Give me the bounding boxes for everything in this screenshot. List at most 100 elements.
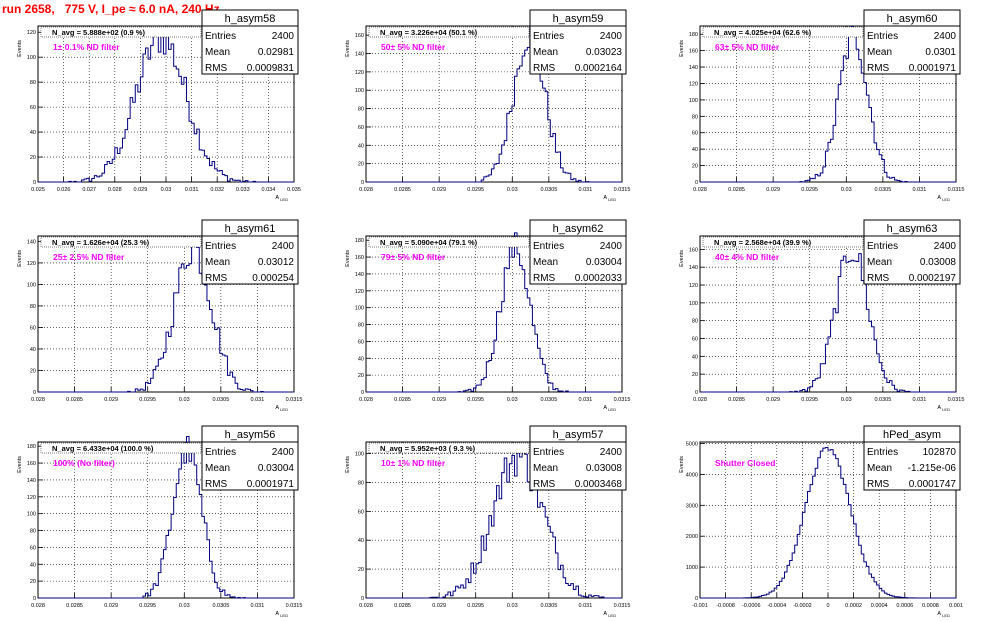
x-tick-label: 0.03 xyxy=(179,397,190,403)
navg-label: N_avg = 6.433e+04 (100.0 %) xyxy=(52,444,154,453)
y-tick-label: 100 xyxy=(355,306,364,312)
stat-value: 0.02981 xyxy=(258,47,295,58)
x-tick-label: 0.0285 xyxy=(394,603,411,609)
y-tick-label: 160 xyxy=(689,247,698,253)
x-axis-title: A LED xyxy=(937,611,950,618)
x-tick-label: -0.001 xyxy=(692,603,708,609)
stats-box xyxy=(863,25,961,75)
filter-note: 100% (No filter) xyxy=(53,458,115,468)
y-tick-label: 40 xyxy=(30,130,36,136)
y-tick-label: 60 xyxy=(358,509,364,515)
stat-value: 0.0001971 xyxy=(909,63,957,74)
stat-value: 0.0001747 xyxy=(909,479,957,490)
y-axis-title: Events xyxy=(17,250,23,267)
x-tick-label: 0.03 xyxy=(507,397,518,403)
y-tick-label: 140 xyxy=(27,478,36,484)
plot-frame xyxy=(699,25,957,183)
y-tick-label: 40 xyxy=(692,354,698,360)
x-tick-label: 0.028 xyxy=(359,187,373,193)
x-tick-label: 0.031 xyxy=(185,187,199,193)
y-tick-label: 80 xyxy=(692,114,698,120)
histogram-title: h_asym61 xyxy=(225,223,276,235)
y-tick-label: 120 xyxy=(689,81,698,87)
stats-box xyxy=(201,25,299,75)
stat-value: 2400 xyxy=(600,31,623,42)
y-tick-label: 140 xyxy=(27,239,36,245)
histogram-title: h_asym56 xyxy=(225,429,276,441)
x-tick-label: 0.03 xyxy=(507,187,518,193)
x-tick-label: -0.0008 xyxy=(716,603,735,609)
y-tick-label: 100 xyxy=(355,88,364,94)
y-tick-label: 40 xyxy=(692,147,698,153)
x-axis-title: A LED xyxy=(603,611,616,618)
panel-h_asym58: 0.025 0.026 0.027 0.028 0.029 0.03 0.031 0.032 0… xyxy=(17,9,301,202)
x-tick-label: 0.031 xyxy=(579,187,593,193)
y-tick-label: 4000 xyxy=(686,472,698,478)
x-tick-label: 0.029 xyxy=(766,187,780,193)
filter-note: 63± 5% ND filter xyxy=(715,42,780,52)
x-tick-label: 0.0315 xyxy=(614,187,631,193)
y-tick-label: 1000 xyxy=(686,565,698,571)
stats-box xyxy=(201,441,299,491)
navg-box xyxy=(368,26,530,38)
y-tick-label: 120 xyxy=(27,495,36,501)
x-axis-title: A LED xyxy=(275,195,288,202)
filter-note: 79± 5% ND filter xyxy=(381,252,446,262)
stat-value: 0.03012 xyxy=(258,257,295,268)
stat-value: 2400 xyxy=(934,31,957,42)
stat-label: Mean xyxy=(867,463,892,474)
x-tick-label: 0.0315 xyxy=(614,397,631,403)
y-tick-label: 0 xyxy=(361,180,364,186)
stat-label: Entries xyxy=(205,31,236,42)
stat-value: 2400 xyxy=(934,241,957,252)
x-tick-label: 0.025 xyxy=(31,187,45,193)
x-tick-label: 0.0305 xyxy=(540,187,557,193)
x-tick-label: 0.032 xyxy=(210,187,224,193)
y-tick-label: 60 xyxy=(30,105,36,111)
navg-box xyxy=(702,236,864,248)
histogram-series xyxy=(366,27,622,183)
y-tick-label: 60 xyxy=(358,125,364,131)
stat-label: Mean xyxy=(205,47,230,58)
x-tick-label: 0.029 xyxy=(432,187,446,193)
stat-value: 2400 xyxy=(272,31,295,42)
y-axis-title: Events xyxy=(679,40,685,57)
y-tick-label: 3000 xyxy=(686,503,698,509)
y-tick-label: 20 xyxy=(358,162,364,168)
y-tick-label: 180 xyxy=(689,32,698,38)
histogram-series xyxy=(700,446,956,599)
y-tick-label: 60 xyxy=(30,545,36,551)
y-tick-label: 20 xyxy=(692,372,698,378)
y-tick-label: 180 xyxy=(27,444,36,450)
navg-box xyxy=(702,26,864,38)
x-tick-label: 0.0285 xyxy=(394,397,411,403)
stat-value: 0.0002164 xyxy=(575,63,623,74)
y-tick-label: 80 xyxy=(30,529,36,535)
navg-label: N_avg = 5.952e+03 ( 9.3 %) xyxy=(380,444,476,453)
panel-h_asym57: 0.028 0.0285 0.029 0.0295 0.03 0.0305 0.031 0.0… xyxy=(345,425,630,618)
stat-label: RMS xyxy=(205,273,228,284)
panel-h_asym59: 0.028 0.0285 0.029 0.0295 0.03 0.0305 0.031 0.0… xyxy=(345,9,631,202)
stat-value: 0.0009831 xyxy=(247,63,295,74)
y-tick-label: 60 xyxy=(692,131,698,137)
stat-value: 0.0002197 xyxy=(909,273,957,284)
plot-frame xyxy=(37,235,295,393)
y-tick-label: 80 xyxy=(30,80,36,86)
y-tick-label: 60 xyxy=(692,337,698,343)
x-tick-label: 0.03 xyxy=(841,187,852,193)
x-tick-label: 0.0002 xyxy=(845,603,862,609)
y-tick-label: 20 xyxy=(30,579,36,585)
plot-frame xyxy=(365,235,623,393)
stat-value: 2400 xyxy=(272,241,295,252)
histogram-title: h_asym57 xyxy=(553,429,604,441)
x-tick-label: 0.029 xyxy=(104,397,118,403)
stat-label: RMS xyxy=(205,63,228,74)
x-tick-label: 0.0008 xyxy=(922,603,939,609)
x-tick-label: 0.0295 xyxy=(801,187,818,193)
y-tick-label: 20 xyxy=(30,368,36,374)
navg-label: N_avg = 2.568e+04 (39.9 %) xyxy=(714,238,812,247)
y-tick-label: 180 xyxy=(355,238,364,244)
x-tick-label: 0.0285 xyxy=(394,187,411,193)
panel-h_asym56: 0.028 0.0285 0.029 0.0295 0.03 0.0305 0.031 0.0… xyxy=(17,425,302,618)
stat-label: RMS xyxy=(205,479,228,490)
